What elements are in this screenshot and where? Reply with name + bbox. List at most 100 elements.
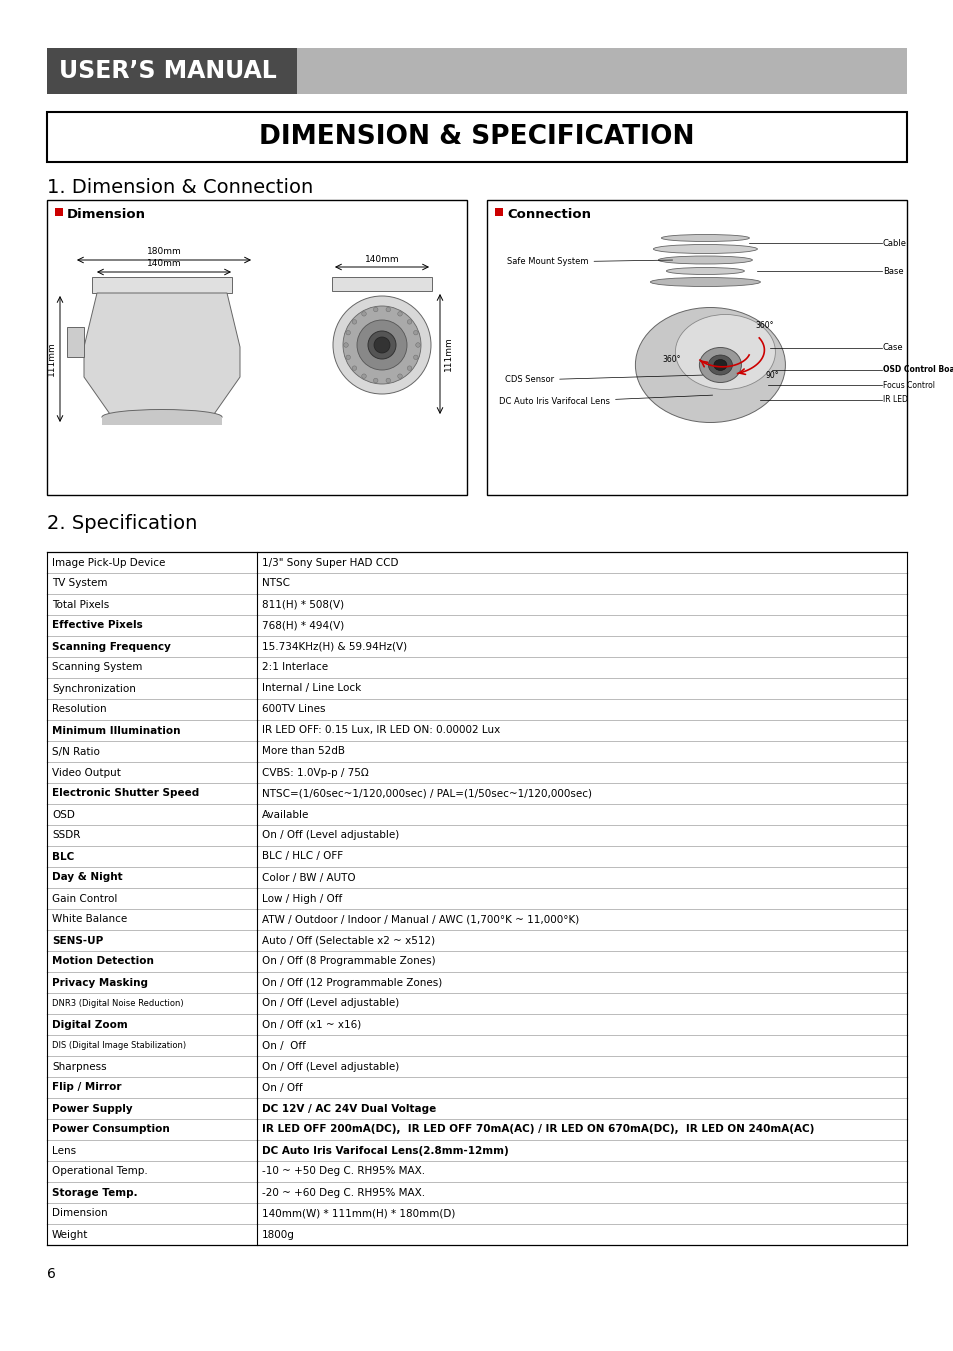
Ellipse shape — [416, 343, 420, 347]
Text: Digital Zoom: Digital Zoom — [52, 1020, 128, 1029]
Text: On / Off (Level adjustable): On / Off (Level adjustable) — [262, 998, 399, 1008]
Text: -20 ~ +60 Deg C. RH95% MAX.: -20 ~ +60 Deg C. RH95% MAX. — [262, 1188, 425, 1197]
Bar — [47, 804, 906, 825]
Text: Cable: Cable — [882, 239, 906, 247]
Ellipse shape — [407, 366, 412, 370]
Text: USER’S MANUAL: USER’S MANUAL — [59, 59, 276, 82]
Text: NTSC=(1/60sec~1/120,000sec) / PAL=(1/50sec~1/120,000sec): NTSC=(1/60sec~1/120,000sec) / PAL=(1/50s… — [262, 789, 592, 798]
Ellipse shape — [414, 355, 417, 359]
Text: DIMENSION & SPECIFICATION: DIMENSION & SPECIFICATION — [259, 124, 694, 150]
Text: 811(H) * 508(V): 811(H) * 508(V) — [262, 600, 344, 609]
Text: 6: 6 — [47, 1267, 56, 1281]
Bar — [47, 1035, 906, 1056]
Text: Total Pixels: Total Pixels — [52, 600, 110, 609]
Text: On /  Off: On / Off — [262, 1040, 306, 1051]
Ellipse shape — [343, 305, 420, 384]
Text: DNR3 (Digital Noise Reduction): DNR3 (Digital Noise Reduction) — [52, 998, 183, 1008]
Bar — [47, 1182, 906, 1202]
Text: 2. Specification: 2. Specification — [47, 513, 197, 534]
Text: Synchronization: Synchronization — [52, 684, 135, 693]
Text: 180mm: 180mm — [147, 247, 181, 255]
Bar — [47, 720, 906, 740]
Ellipse shape — [675, 315, 775, 389]
Bar — [486, 200, 906, 494]
Ellipse shape — [346, 355, 350, 359]
Bar — [47, 200, 467, 494]
Text: -10 ~ +50 Deg C. RH95% MAX.: -10 ~ +50 Deg C. RH95% MAX. — [262, 1166, 425, 1177]
Text: Scanning Frequency: Scanning Frequency — [52, 642, 171, 651]
Ellipse shape — [397, 374, 402, 378]
Ellipse shape — [361, 312, 366, 316]
Text: Connection: Connection — [506, 208, 590, 222]
Text: 90°: 90° — [764, 372, 779, 380]
Bar — [47, 1015, 906, 1035]
Ellipse shape — [102, 409, 222, 424]
Bar — [47, 1224, 906, 1246]
Bar — [296, 49, 906, 95]
Text: Focus Control: Focus Control — [882, 381, 934, 389]
Bar — [495, 208, 502, 216]
Text: On / Off (x1 ~ x16): On / Off (x1 ~ x16) — [262, 1020, 361, 1029]
Bar — [47, 867, 906, 888]
Text: BLC: BLC — [52, 851, 74, 862]
Bar — [47, 1202, 906, 1224]
Bar — [47, 112, 906, 162]
Ellipse shape — [666, 267, 743, 274]
Bar — [47, 49, 296, 95]
Text: 600TV Lines: 600TV Lines — [262, 704, 325, 715]
Text: SENS-UP: SENS-UP — [52, 935, 103, 946]
Text: Power Supply: Power Supply — [52, 1104, 132, 1113]
Ellipse shape — [368, 331, 395, 359]
Text: Power Consumption: Power Consumption — [52, 1124, 170, 1135]
Text: Storage Temp.: Storage Temp. — [52, 1188, 137, 1197]
Text: TV System: TV System — [52, 578, 108, 589]
Text: Weight: Weight — [52, 1229, 89, 1239]
Bar — [47, 951, 906, 971]
Ellipse shape — [407, 320, 412, 324]
Text: Motion Detection: Motion Detection — [52, 957, 153, 966]
Bar — [47, 573, 906, 594]
Text: IR LED: IR LED — [882, 396, 907, 404]
Bar — [47, 971, 906, 993]
Text: White Balance: White Balance — [52, 915, 127, 924]
Text: 111mm: 111mm — [443, 336, 453, 372]
Text: Lens: Lens — [52, 1146, 76, 1155]
Text: NTSC: NTSC — [262, 578, 290, 589]
Ellipse shape — [361, 374, 366, 378]
Text: ATW / Outdoor / Indoor / Manual / AWC (1,700°K ~ 11,000°K): ATW / Outdoor / Indoor / Manual / AWC (1… — [262, 915, 578, 924]
Text: 1. Dimension & Connection: 1. Dimension & Connection — [47, 178, 313, 197]
Text: Video Output: Video Output — [52, 767, 121, 777]
Ellipse shape — [356, 320, 407, 370]
Text: Sharpness: Sharpness — [52, 1062, 107, 1071]
Text: Available: Available — [262, 809, 309, 820]
Bar — [91, 277, 232, 293]
Bar — [47, 762, 906, 784]
Text: Dimension: Dimension — [67, 208, 146, 222]
Bar — [47, 1161, 906, 1182]
Text: Privacy Masking: Privacy Masking — [52, 978, 148, 988]
Ellipse shape — [346, 331, 350, 335]
Bar — [67, 327, 84, 357]
Text: DC Auto Iris Varifocal Lens: DC Auto Iris Varifocal Lens — [498, 394, 712, 407]
Ellipse shape — [658, 255, 752, 263]
Text: S/N Ratio: S/N Ratio — [52, 747, 100, 757]
Text: Flip / Mirror: Flip / Mirror — [52, 1082, 121, 1093]
Bar — [47, 615, 906, 636]
Text: 2:1 Interlace: 2:1 Interlace — [262, 662, 328, 673]
Text: On / Off (Level adjustable): On / Off (Level adjustable) — [262, 831, 399, 840]
Bar — [47, 636, 906, 657]
Bar — [47, 846, 906, 867]
Ellipse shape — [653, 245, 757, 254]
Text: 15.734KHz(H) & 59.94Hz(V): 15.734KHz(H) & 59.94Hz(V) — [262, 642, 407, 651]
Ellipse shape — [352, 366, 356, 370]
Bar — [55, 208, 63, 216]
Text: 140mm: 140mm — [147, 259, 181, 267]
Text: CDS Sensor: CDS Sensor — [504, 376, 701, 385]
Text: OSD: OSD — [52, 809, 74, 820]
Bar — [47, 1119, 906, 1140]
Text: More than 52dB: More than 52dB — [262, 747, 345, 757]
Text: SSDR: SSDR — [52, 831, 80, 840]
Bar — [47, 1098, 906, 1119]
Ellipse shape — [635, 308, 784, 423]
Ellipse shape — [352, 320, 356, 324]
